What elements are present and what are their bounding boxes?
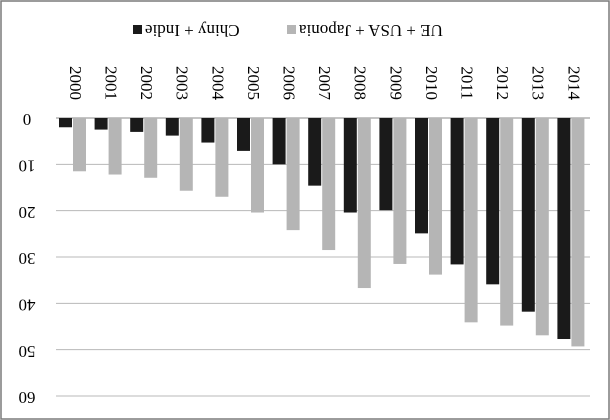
bar-ue-usa-japonia-2007 (322, 118, 336, 251)
x-tick-label: 2014 (564, 66, 583, 101)
bar-chiny-indie-2014 (557, 118, 571, 340)
legend-label-1: UE + USA + Japonia (299, 21, 443, 40)
bar-chiny-indie-2012 (486, 118, 500, 285)
legend-swatch-1 (287, 25, 296, 34)
bar-ue-usa-japonia-2001 (108, 118, 122, 175)
bar-ue-usa-japonia-2009 (393, 118, 407, 264)
bar-chiny-indie-2000 (59, 118, 72, 128)
bar-chiny-indie-2001 (94, 118, 108, 130)
bar-chiny-indie-2008 (343, 118, 357, 213)
legend-label-0: Chiny + Indie (145, 21, 240, 40)
bars-group (59, 118, 585, 347)
x-tick-label: 2013 (529, 66, 548, 100)
y-tick-label: 20 (19, 203, 36, 222)
bar-ue-usa-japonia-2008 (357, 118, 371, 289)
x-axis: 2000 2001 2002 2003 2004 2005 2006 2007 2008 2009… (66, 66, 583, 101)
bar-ue-usa-japonia-2014 (571, 118, 585, 347)
x-tick-label: 2010 (422, 66, 441, 100)
bar-ue-usa-japonia-2005 (251, 118, 264, 213)
bar-ue-usa-japonia-2011 (464, 118, 478, 323)
x-tick-label: 2008 (351, 66, 370, 100)
x-tick-label: 2009 (386, 66, 405, 100)
y-tick-label: 50 (19, 342, 36, 361)
bar-chiny-indie-2002 (130, 118, 144, 132)
bar-chiny-indie-2011 (450, 118, 464, 265)
x-tick-label: 2000 (66, 66, 85, 100)
y-tick-label: 30 (19, 249, 36, 268)
x-tick-label: 2006 (279, 66, 298, 100)
bar-ue-usa-japonia-2012 (500, 118, 514, 326)
y-tick-label: 10 (19, 156, 36, 175)
y-axis: 0 10 20 30 40 50 60 (19, 110, 36, 407)
bar-chiny-indie-2007 (308, 118, 322, 186)
x-tick-label: 2002 (137, 66, 156, 100)
legend: Chiny + Indie UE + USA + Japonia (133, 21, 443, 40)
bar-chiny-indie-2009 (379, 118, 393, 211)
bar-ue-usa-japonia-2006 (286, 118, 300, 231)
bar-ue-usa-japonia-2000 (73, 118, 86, 172)
x-tick-label: 2005 (244, 66, 263, 100)
bar-chiny-indie-2006 (272, 118, 286, 165)
y-tick-label: 60 (19, 388, 36, 407)
bar-chiny-indie-2013 (521, 118, 535, 312)
bar-ue-usa-japonia-2004 (215, 118, 229, 197)
legend-swatch-0 (133, 25, 142, 34)
x-tick-label: 2004 (208, 66, 227, 101)
y-tick-label: 40 (19, 295, 36, 314)
bar-chiny-indie-2005 (237, 118, 250, 151)
x-tick-label: 2007 (315, 66, 334, 101)
x-tick-label: 2011 (457, 66, 476, 99)
bar-chiny-indie-2010 (415, 118, 428, 234)
x-tick-label: 2012 (493, 66, 512, 100)
y-tick-label: 0 (23, 110, 32, 129)
bar-ue-usa-japonia-2013 (535, 118, 549, 336)
bar-ue-usa-japonia-2010 (429, 118, 442, 275)
bar-chiny-indie-2004 (201, 118, 215, 143)
x-tick-label: 2001 (101, 66, 120, 100)
bar-ue-usa-japonia-2002 (144, 118, 158, 178)
bar-ue-usa-japonia-2003 (179, 118, 193, 191)
x-tick-label: 2003 (173, 66, 192, 100)
bar-chiny-indie-2003 (165, 118, 179, 136)
